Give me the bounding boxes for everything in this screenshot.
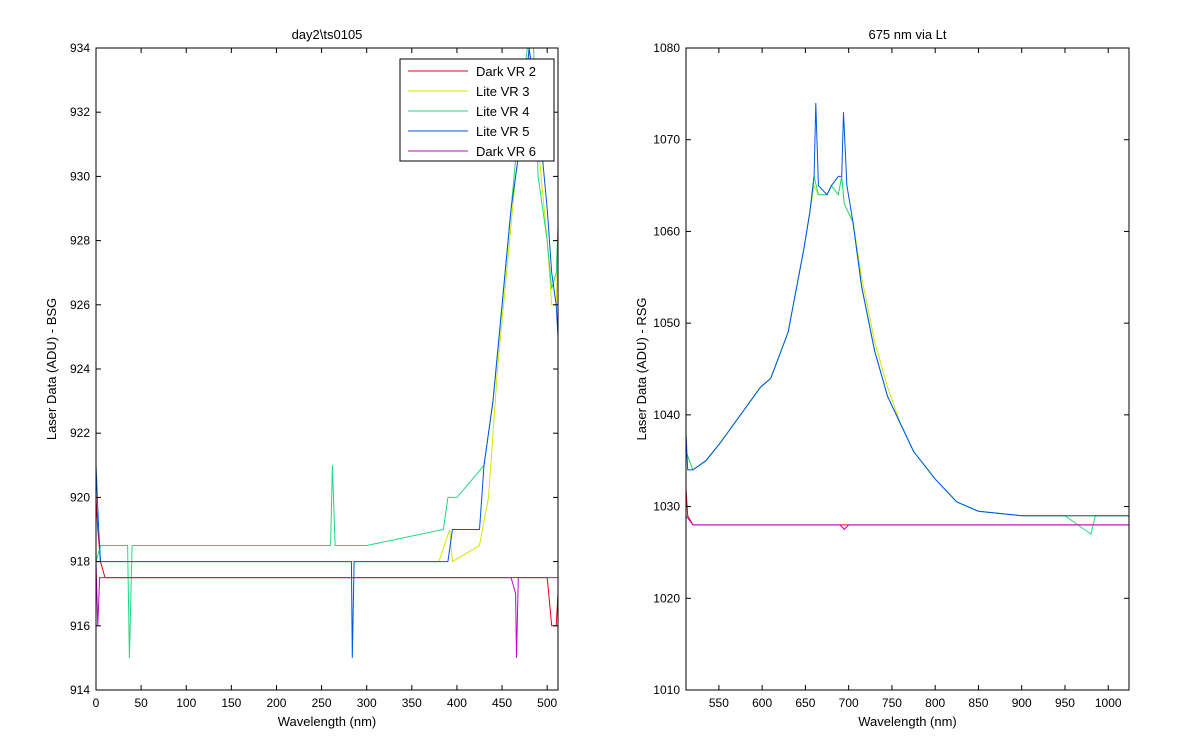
x-tick-label: 50 [134, 696, 148, 710]
x-tick-label: 900 [1012, 696, 1032, 710]
y-tick-label: 918 [70, 555, 90, 569]
y-tick-label: 934 [70, 41, 90, 55]
legend-box [399, 58, 555, 162]
x-tick-label: 550 [709, 696, 729, 710]
x-tick-label: 1000 [1095, 696, 1122, 710]
x-tick-label: 200 [266, 696, 286, 710]
series-line-lite-vr-5 [686, 102, 1129, 517]
x-tick-label: 600 [752, 696, 772, 710]
x-tick-label: 400 [447, 696, 467, 710]
series-line-dark-vr-6 [96, 561, 558, 658]
y-tick-label: 1030 [653, 500, 680, 514]
y-tick-label: 924 [70, 362, 90, 376]
y-tick-label: 1060 [653, 224, 680, 238]
y-tick-label: 916 [70, 619, 90, 633]
x-axis-label: Wavelength (nm) [858, 714, 957, 729]
x-tick-label: 800 [925, 696, 945, 710]
y-tick-label: 920 [70, 490, 90, 504]
x-tick-label: 150 [221, 696, 241, 710]
series-group [686, 102, 1129, 535]
y-tick-label: 1080 [653, 41, 680, 55]
y-axis-label: Laser Data (ADU) - RSG [634, 297, 649, 440]
y-tick-label: 1010 [653, 683, 680, 697]
x-tick-label: 300 [357, 696, 377, 710]
y-tick-label: 1020 [653, 591, 680, 605]
legend-entry-label: Lite VR 4 [476, 104, 529, 119]
legend-entry-label: Dark VR 2 [476, 64, 536, 79]
y-tick-label: 1040 [653, 408, 680, 422]
x-axis-label: Wavelength (nm) [278, 714, 377, 729]
y-tick-label: 922 [70, 426, 90, 440]
x-tick-label: 350 [402, 696, 422, 710]
x-tick-label: 0 [93, 696, 100, 710]
axes-box [685, 47, 1130, 691]
y-tick-label: 1050 [653, 316, 680, 330]
x-tick-label: 850 [968, 696, 988, 710]
legend-entry-label: Lite VR 5 [476, 124, 529, 139]
x-tick-label: 650 [795, 696, 815, 710]
legend-entry-label: Lite VR 3 [476, 84, 529, 99]
x-tick-label: 700 [839, 696, 859, 710]
chart-title: 675 nm via Lt [868, 27, 946, 42]
legend: Dark VR 2 Lite VR 3 Lite VR 4 Lite VR 5 Dark… [399, 58, 555, 162]
x-tick-label: 750 [882, 696, 902, 710]
series-line-dark-vr-6 [686, 515, 1129, 531]
x-tick-label: 950 [1055, 696, 1075, 710]
y-tick-label: 932 [70, 105, 90, 119]
chart-title: day2\ts0105 [292, 27, 363, 42]
plot-area [686, 48, 1129, 690]
x-tick-label: 450 [492, 696, 512, 710]
x-tick-label: 500 [537, 696, 557, 710]
y-tick-label: 914 [70, 683, 90, 697]
y-tick-label: 1070 [653, 133, 680, 147]
right-chart-panel: 550 600 650 700 750 800 850 900 950 1000 1010 1020 1… [634, 27, 1130, 729]
y-axis-label: Laser Data (ADU) - BSG [44, 298, 59, 440]
legend-entry-label: Dark VR 6 [476, 144, 536, 159]
y-tick-label: 928 [70, 234, 90, 248]
left-chart-panel: 0 50 100 150 200 250 300 350 400 450 500 914 916 918 9… [44, 27, 559, 729]
x-tick-label: 100 [176, 696, 196, 710]
y-tick-label: 930 [70, 169, 90, 183]
y-tick-label: 926 [70, 298, 90, 312]
x-tick-label: 250 [312, 696, 332, 710]
